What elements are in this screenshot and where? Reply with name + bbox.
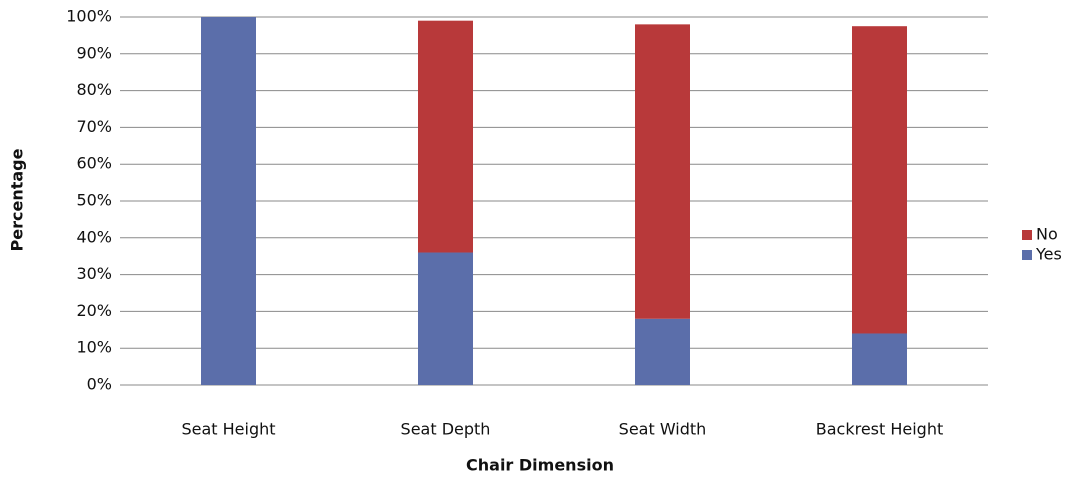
x-tick-label: Seat Depth	[401, 420, 491, 439]
legend-swatch	[1022, 230, 1032, 240]
legend-label: Yes	[1035, 245, 1062, 264]
y-tick-label: 80%	[76, 80, 112, 99]
y-tick-label: 40%	[76, 227, 112, 246]
y-tick-label: 90%	[76, 43, 112, 62]
y-tick-label: 0%	[87, 375, 112, 394]
y-axis-title: Percentage	[8, 148, 27, 251]
y-tick-label: 30%	[76, 264, 112, 283]
bar-segment	[852, 333, 907, 385]
x-tick-label: Seat Height	[181, 420, 275, 439]
y-tick-label: 50%	[76, 191, 112, 210]
x-tick-label: Backrest Height	[816, 420, 944, 439]
x-tick-label: Seat Width	[619, 420, 707, 439]
x-axis-title: Chair Dimension	[466, 456, 614, 475]
bar-segment	[635, 24, 690, 319]
bar-segment	[201, 17, 256, 385]
bar-segment	[418, 20, 473, 253]
y-tick-label: 20%	[76, 301, 112, 320]
bar-segment	[635, 318, 690, 385]
legend-label: No	[1036, 225, 1058, 244]
y-tick-label: 100%	[66, 7, 112, 26]
bar-segment	[418, 252, 473, 385]
bar-segment	[852, 26, 907, 334]
y-tick-label: 60%	[76, 154, 112, 173]
y-tick-label: 10%	[76, 338, 112, 357]
y-tick-label: 70%	[76, 117, 112, 136]
legend-swatch	[1022, 250, 1032, 260]
